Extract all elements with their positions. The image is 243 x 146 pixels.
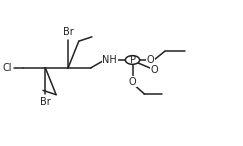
Text: Br: Br (40, 97, 51, 107)
Text: Br: Br (63, 27, 73, 37)
Text: Cl: Cl (2, 63, 12, 73)
Text: O: O (150, 65, 158, 75)
Text: NH: NH (103, 55, 117, 65)
Text: P: P (130, 55, 136, 65)
Text: O: O (129, 77, 136, 87)
Text: O: O (147, 55, 154, 65)
Circle shape (125, 56, 140, 64)
